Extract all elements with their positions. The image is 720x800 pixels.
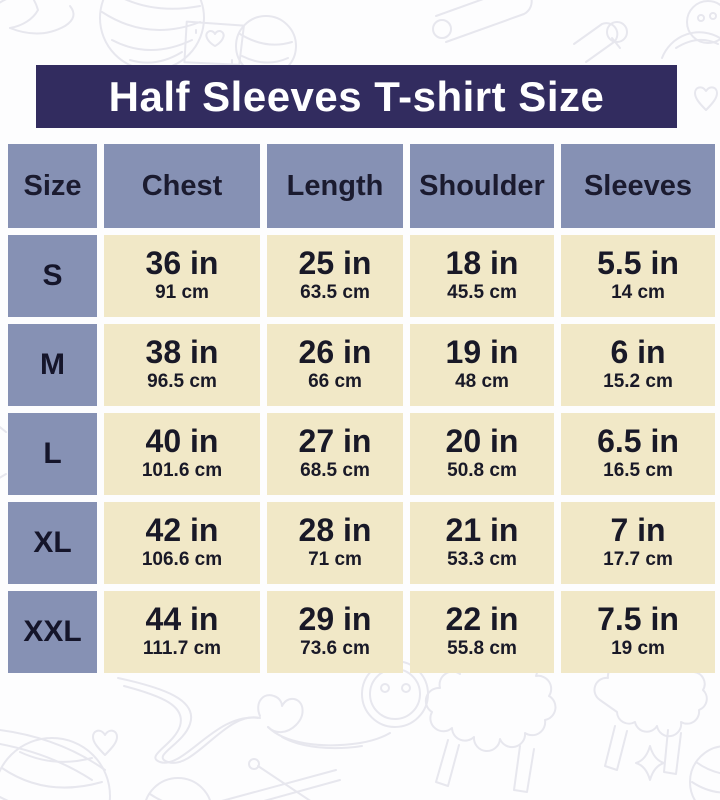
value-inches: 7.5 in bbox=[597, 600, 679, 637]
sparkle-icon bbox=[635, 745, 665, 781]
length-value: 28 in 71 cm bbox=[267, 502, 403, 584]
yarn-ball-icon bbox=[0, 737, 111, 800]
value-inches: 27 in bbox=[298, 422, 372, 459]
sleeves-value: 6 in 15.2 cm bbox=[561, 324, 715, 406]
value-inches: 36 in bbox=[145, 244, 219, 281]
chest-value: 38 in 96.5 cm bbox=[104, 324, 260, 406]
value-inches: 22 in bbox=[445, 600, 519, 637]
yarn-thread-heart-icon bbox=[117, 677, 391, 764]
heart-icon bbox=[92, 729, 118, 756]
size-chart-table: Size Chest Length Shoulder Sleeves S 36 … bbox=[8, 144, 715, 673]
value-inches: 21 in bbox=[445, 511, 519, 548]
value-inches: 28 in bbox=[298, 511, 372, 548]
yarn-curve-icon bbox=[0, 729, 106, 781]
value-inches: 38 in bbox=[145, 333, 219, 370]
sleeves-value: 7.5 in 19 cm bbox=[561, 591, 715, 673]
value-cm: 17.7 cm bbox=[603, 549, 673, 571]
sleeves-value: 7 in 17.7 cm bbox=[561, 502, 715, 584]
length-value: 29 in 73.6 cm bbox=[267, 591, 403, 673]
shoulder-value: 19 in 48 cm bbox=[410, 324, 554, 406]
size-label: XL bbox=[8, 502, 97, 584]
value-inches: 40 in bbox=[145, 422, 219, 459]
shoulder-value: 22 in 55.8 cm bbox=[410, 591, 554, 673]
yarn-ball-icon bbox=[689, 745, 720, 800]
value-inches: 25 in bbox=[298, 244, 372, 281]
heart-icon bbox=[694, 86, 718, 111]
value-inches: 19 in bbox=[445, 333, 519, 370]
value-cm: 19 cm bbox=[611, 638, 665, 660]
safety-pin-icon bbox=[432, 0, 533, 43]
yarn-ball-icon bbox=[145, 777, 211, 800]
column-header-length: Length bbox=[267, 144, 403, 228]
value-cm: 73.6 cm bbox=[300, 638, 370, 660]
chest-value: 42 in 106.6 cm bbox=[104, 502, 260, 584]
value-cm: 106.6 cm bbox=[141, 549, 223, 571]
column-header-chest: Chest bbox=[104, 144, 260, 228]
yarn-ball-icon bbox=[99, 0, 205, 71]
value-cm: 96.5 cm bbox=[147, 371, 217, 393]
title-banner: Half Sleeves T-shirt Size bbox=[36, 65, 677, 128]
value-cm: 68.5 cm bbox=[300, 460, 370, 482]
length-value: 26 in 66 cm bbox=[267, 324, 403, 406]
safety-pin-icon bbox=[573, 21, 628, 63]
value-inches: 26 in bbox=[298, 333, 372, 370]
doodle-marks bbox=[0, 425, 7, 479]
size-label: M bbox=[8, 324, 97, 406]
size-label: S bbox=[8, 235, 97, 317]
value-cm: 91 cm bbox=[155, 282, 209, 304]
value-cm: 15.2 cm bbox=[603, 371, 673, 393]
chest-value: 36 in 91 cm bbox=[104, 235, 260, 317]
value-cm: 16.5 cm bbox=[603, 460, 673, 482]
size-label: L bbox=[8, 413, 97, 495]
value-cm: 71 cm bbox=[308, 549, 362, 571]
value-inches: 42 in bbox=[145, 511, 219, 548]
yarn-ball-icon bbox=[0, 0, 75, 35]
knitting-needles-icon bbox=[221, 758, 341, 800]
value-cm: 14 cm bbox=[611, 282, 665, 304]
length-value: 25 in 63.5 cm bbox=[267, 235, 403, 317]
value-cm: 55.8 cm bbox=[447, 638, 517, 660]
value-cm: 53.3 cm bbox=[447, 549, 517, 571]
fabric-heart-icon bbox=[183, 20, 245, 66]
value-cm: 111.7 cm bbox=[142, 638, 222, 660]
chest-value: 44 in 111.7 cm bbox=[104, 591, 260, 673]
size-label: XXL bbox=[8, 591, 97, 673]
value-inches: 18 in bbox=[445, 244, 519, 281]
length-value: 27 in 68.5 cm bbox=[267, 413, 403, 495]
value-cm: 101.6 cm bbox=[141, 460, 223, 482]
column-header-sleeves: Sleeves bbox=[561, 144, 715, 228]
value-inches: 29 in bbox=[298, 600, 372, 637]
value-inches: 6.5 in bbox=[597, 422, 679, 459]
button-icon bbox=[686, 0, 720, 44]
value-cm: 45.5 cm bbox=[447, 282, 517, 304]
value-inches: 20 in bbox=[445, 422, 519, 459]
value-inches: 7 in bbox=[610, 511, 666, 548]
value-cm: 63.5 cm bbox=[300, 282, 370, 304]
page-title: Half Sleeves T-shirt Size bbox=[108, 72, 605, 120]
yarn-ball-icon bbox=[661, 31, 720, 59]
column-header-size: Size bbox=[8, 144, 97, 228]
sleeves-value: 6.5 in 16.5 cm bbox=[561, 413, 715, 495]
sleeves-value: 5.5 in 14 cm bbox=[561, 235, 715, 317]
value-cm: 48 cm bbox=[455, 371, 509, 393]
value-inches: 6 in bbox=[610, 333, 666, 370]
shoulder-value: 21 in 53.3 cm bbox=[410, 502, 554, 584]
sheep-icon bbox=[424, 651, 557, 793]
shoulder-value: 20 in 50.8 cm bbox=[410, 413, 554, 495]
shoulder-value: 18 in 45.5 cm bbox=[410, 235, 554, 317]
value-inches: 5.5 in bbox=[597, 244, 679, 281]
chest-value: 40 in 101.6 cm bbox=[104, 413, 260, 495]
value-inches: 44 in bbox=[145, 600, 219, 637]
value-cm: 66 cm bbox=[308, 371, 362, 393]
value-cm: 50.8 cm bbox=[447, 460, 517, 482]
column-header-shoulder: Shoulder bbox=[410, 144, 554, 228]
